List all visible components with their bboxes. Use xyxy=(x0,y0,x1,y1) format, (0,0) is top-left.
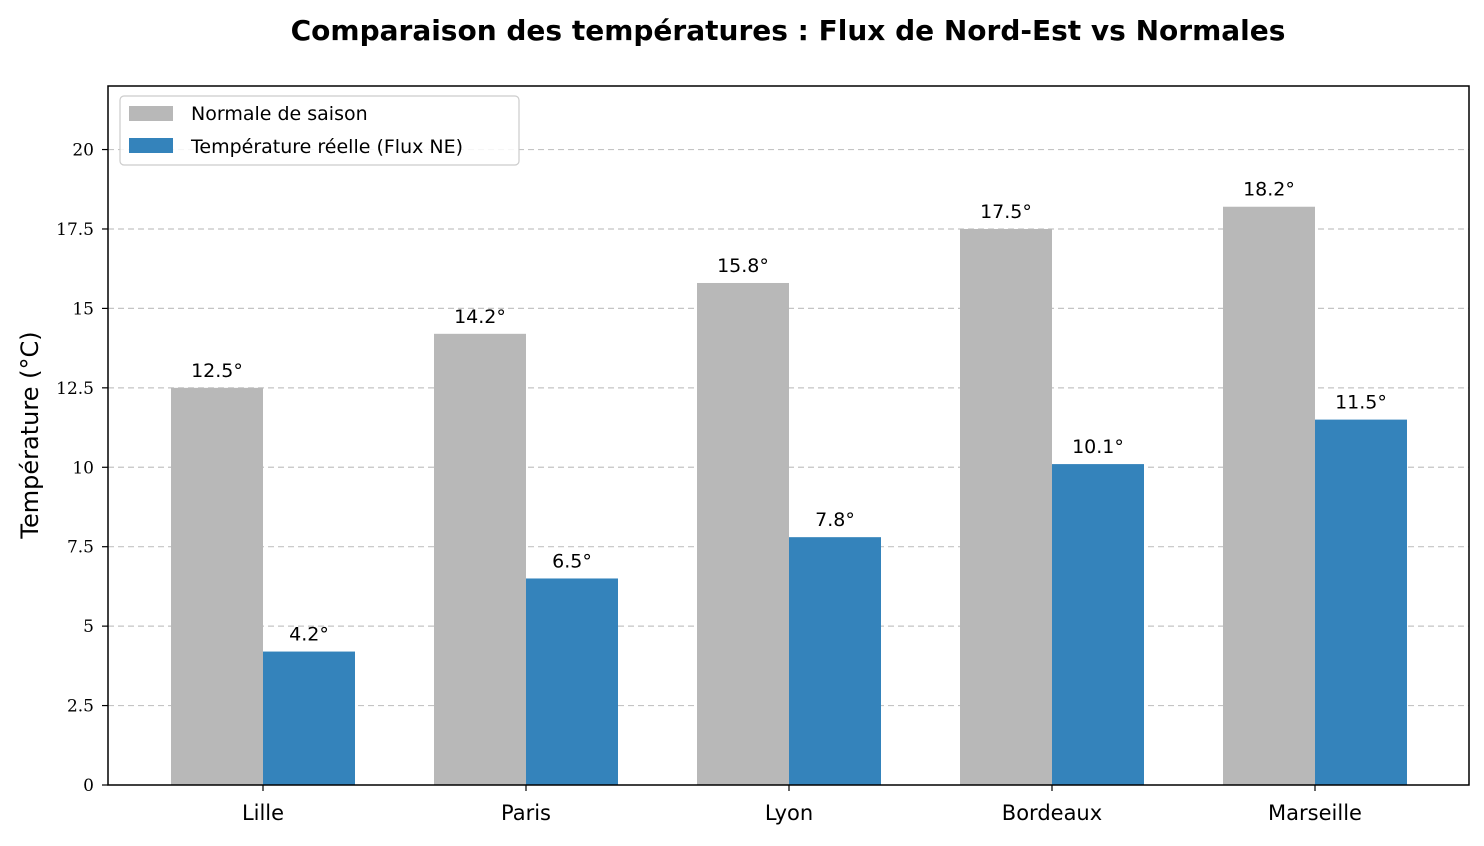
x-tick-label-paris: Paris xyxy=(501,801,551,825)
bar-normale-de-saison-marseille xyxy=(1223,206,1315,786)
bar-normale-de-saison-lyon xyxy=(697,282,789,785)
bar-temperature-reelle-flux-ne-lyon xyxy=(789,537,881,785)
y-tick-label-7: 17.5 xyxy=(56,220,94,240)
legend-label-normale: Normale de saison xyxy=(191,103,368,125)
data-label-normale-de-saison-paris: 14.2° xyxy=(454,306,506,328)
bars-layer xyxy=(171,206,1407,786)
data-labels-layer: 12.5° 4.2° 14.2° 6.5° 15.8° 7.8° 17.5° 10.1° 18.… xyxy=(191,179,1387,646)
y-tick-label-6: 15 xyxy=(72,299,94,319)
bar-temperature-reelle-flux-ne-marseille xyxy=(1315,419,1407,785)
bar-temperature-reelle-flux-ne-bordeaux xyxy=(1052,464,1144,785)
legend: Normale de saison Température réelle (Fl… xyxy=(119,95,520,166)
x-tick-label-lyon: Lyon xyxy=(765,801,813,825)
legend-swatch-reelle xyxy=(129,138,173,153)
legend-swatch-normale xyxy=(129,106,173,121)
y-tick-label-2: 5 xyxy=(83,617,94,637)
y-tick-label-1: 2.5 xyxy=(67,697,94,717)
data-label-temperature-reelle-flux-ne-paris: 6.5° xyxy=(552,550,592,572)
bar-temperature-reelle-flux-ne-lille xyxy=(263,651,355,785)
y-tick-label-0: 0 xyxy=(83,776,94,796)
y-tick-label-3: 7.5 xyxy=(67,538,94,558)
bar-temperature-reelle-flux-ne-paris xyxy=(526,578,618,785)
legend-label-reelle: Température réelle (Flux NE) xyxy=(190,136,463,158)
x-tick-label-bordeaux: Bordeaux xyxy=(1002,801,1102,825)
data-label-temperature-reelle-flux-ne-bordeaux: 10.1° xyxy=(1072,436,1124,458)
data-label-temperature-reelle-flux-ne-marseille: 11.5° xyxy=(1335,392,1387,414)
data-label-normale-de-saison-bordeaux: 17.5° xyxy=(980,201,1032,223)
y-axis-label: Température (°C) xyxy=(16,331,44,539)
data-label-temperature-reelle-flux-ne-lyon: 7.8° xyxy=(815,509,855,531)
legend-box xyxy=(119,95,520,166)
data-label-normale-de-saison-marseille: 18.2° xyxy=(1243,179,1295,201)
bar-normale-de-saison-lille xyxy=(171,387,263,785)
y-tick-label-4: 10 xyxy=(72,458,94,478)
data-label-normale-de-saison-lyon: 15.8° xyxy=(717,255,769,277)
chart-title: Comparaison des températures : Flux de N… xyxy=(291,14,1286,47)
y-axis: 0 2.5 5 7.5 10 12.5 15 17.5 20 xyxy=(56,141,108,796)
x-tick-label-marseille: Marseille xyxy=(1268,801,1362,825)
x-tick-label-lille: Lille xyxy=(242,801,284,825)
x-axis: Lille Paris Lyon Bordeaux Marseille xyxy=(242,785,1362,825)
y-tick-label-5: 12.5 xyxy=(56,379,94,399)
data-label-temperature-reelle-flux-ne-lille: 4.2° xyxy=(289,624,329,646)
bar-normale-de-saison-bordeaux xyxy=(960,228,1052,785)
bar-normale-de-saison-paris xyxy=(434,333,526,785)
y-tick-label-8: 20 xyxy=(72,141,94,161)
data-label-normale-de-saison-lille: 12.5° xyxy=(191,360,243,382)
